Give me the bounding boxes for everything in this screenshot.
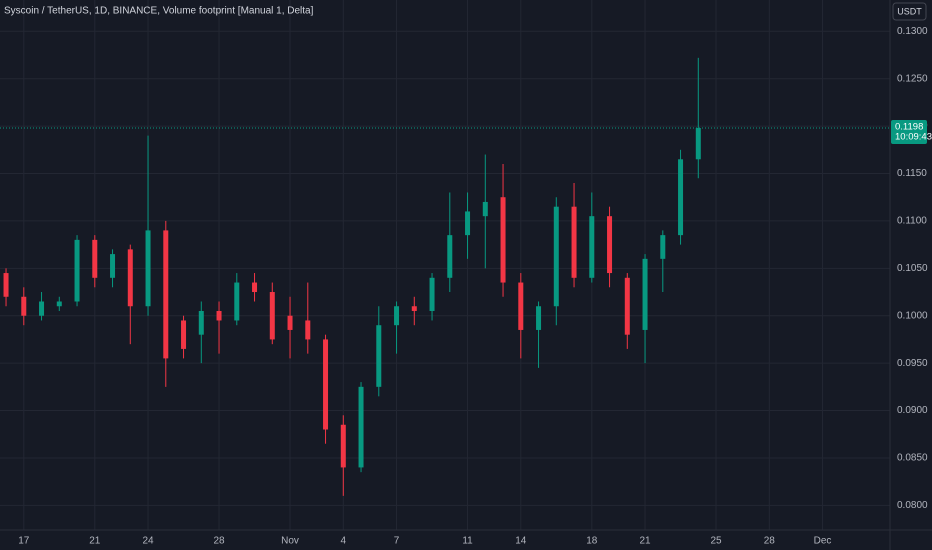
x-tick-label: 28 — [213, 536, 225, 547]
candle-body — [678, 159, 684, 236]
y-tick-label: 0.1100 — [897, 216, 927, 227]
x-tick-label: 14 — [515, 536, 527, 547]
candle-body — [56, 301, 62, 307]
x-tick-label: 18 — [586, 536, 598, 547]
y-tick-label: 0.0950 — [897, 358, 928, 369]
candle-body — [447, 235, 453, 278]
x-tick-label: 28 — [764, 536, 776, 547]
candle-body — [234, 282, 240, 321]
candle-body — [92, 239, 98, 278]
candle-body — [74, 239, 80, 302]
candle-body — [500, 197, 506, 283]
y-tick-label: 0.1250 — [897, 73, 928, 84]
y-tick-label: 0.1300 — [897, 26, 928, 37]
candle-body — [695, 127, 701, 160]
candle-body — [411, 306, 417, 311]
y-tick-label: 0.1150 — [897, 168, 927, 179]
x-tick-label: 4 — [341, 536, 347, 547]
candle-body — [287, 315, 293, 330]
x-tick-label: Dec — [814, 536, 832, 547]
x-tick-label: 7 — [394, 536, 400, 547]
candle-body — [394, 306, 400, 326]
candle-body — [269, 292, 275, 340]
last-price-label: 0.1198 — [895, 122, 923, 133]
x-tick-label: 21 — [89, 536, 101, 547]
candle-body — [660, 235, 666, 259]
candle-body — [624, 277, 630, 335]
x-tick-label: 25 — [710, 536, 722, 547]
candle-body — [376, 325, 382, 387]
x-tick-label: 24 — [142, 536, 154, 547]
countdown-label: 10:09:43 — [895, 132, 932, 143]
candle-body — [358, 386, 364, 468]
candle-body — [589, 216, 595, 278]
x-tick-label: 21 — [639, 536, 651, 547]
candle-body — [252, 282, 258, 293]
currency-label[interactable]: USDT — [897, 6, 922, 16]
candle-body — [465, 211, 471, 236]
candle-body — [21, 296, 27, 316]
candle-body — [553, 206, 559, 307]
candle-body — [110, 254, 116, 278]
candle-body — [39, 301, 45, 316]
candle-body — [3, 273, 9, 297]
candle-body — [340, 424, 346, 468]
candle-body — [607, 216, 613, 274]
candle-body — [181, 320, 187, 349]
x-tick-label: 11 — [462, 536, 473, 547]
chart-title: Syscoin / TetherUS, 1D, BINANCE, Volume … — [4, 6, 314, 17]
y-tick-label: 0.0850 — [897, 453, 928, 464]
candle-body — [571, 206, 577, 278]
last-price-box — [891, 119, 927, 144]
y-tick-label: 0.0800 — [897, 500, 928, 511]
candle-body — [536, 306, 542, 330]
candle-body — [145, 230, 151, 307]
y-tick-label: 0.0900 — [897, 405, 928, 416]
candle-body — [163, 230, 169, 359]
candle-body — [198, 310, 204, 335]
candle-body — [642, 258, 648, 330]
y-tick-label: 0.1050 — [897, 263, 928, 274]
candle-body — [216, 310, 222, 321]
candle-body — [323, 339, 329, 430]
candle-body — [305, 320, 311, 340]
candles — [3, 57, 701, 496]
y-tick-label: 0.1000 — [897, 310, 928, 321]
currency-button[interactable] — [892, 2, 927, 21]
x-tick-label: 17 — [18, 536, 30, 547]
x-tick-label: Nov — [281, 536, 299, 547]
candle-body — [518, 282, 524, 330]
candle-body — [482, 201, 488, 217]
candle-body — [429, 277, 435, 311]
candle-body — [127, 249, 133, 307]
